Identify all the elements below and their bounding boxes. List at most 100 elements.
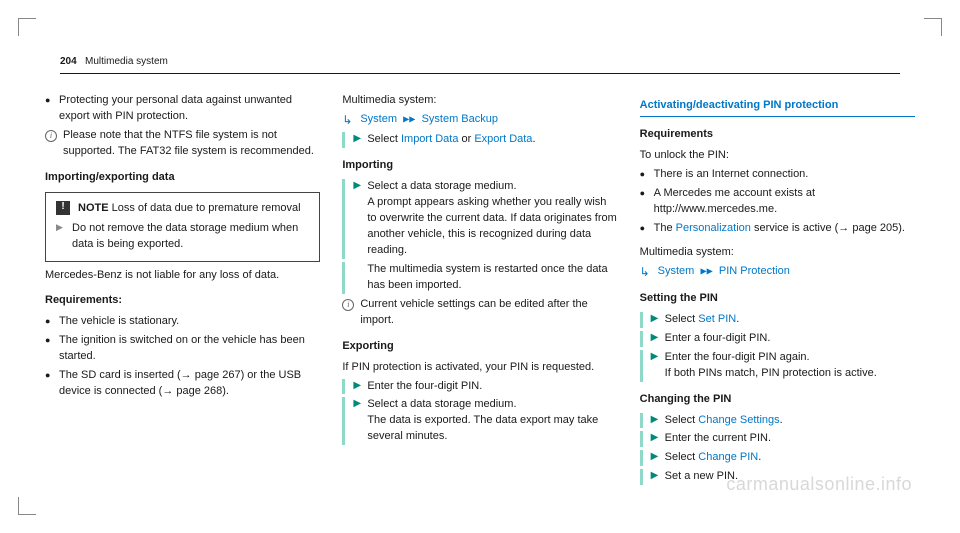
note-action-text: Do not remove the data storage medium wh… (72, 221, 309, 253)
action-item: ▶ Select a data storage medium. A prompt… (342, 179, 617, 259)
action-item: ▶ Select Change PIN. (640, 450, 915, 466)
action-bar (640, 312, 643, 328)
info-item: i Current vehicle settings can be edited… (342, 297, 617, 329)
bullet-item: ● The Personalization service is active … (640, 221, 915, 237)
nav-text: System ▶▶ System Backup (360, 112, 498, 128)
action-bar (342, 262, 345, 294)
crop-mark-tl (18, 18, 36, 36)
info-icon: i (342, 299, 354, 311)
action-item: ▶ Enter the four-digit PIN again. If bot… (640, 350, 915, 382)
bullet-item: ● A Mercedes me account exists at http:/… (640, 186, 915, 218)
note-box: ! NOTE Loss of data due to premature rem… (45, 192, 320, 262)
action-bar (640, 469, 643, 485)
bullet-text: The ignition is switched on or the vehic… (59, 333, 320, 365)
info-icon-wrap: i (342, 297, 360, 313)
info-item: i Please note that the NTFS file system … (45, 128, 320, 160)
action-bar (640, 450, 643, 466)
action-triangle-icon: ▶ (353, 132, 367, 147)
content-columns: ● Protecting your personal data against … (45, 90, 915, 488)
link: Import Data (401, 133, 458, 145)
action-item: ▶ Select a data storage medium. The data… (342, 397, 617, 445)
watermark: carmanualsonline.info (726, 471, 912, 497)
info-icon-wrap: i (45, 128, 63, 144)
link: Change PIN (698, 451, 758, 463)
nav-link: System (658, 265, 695, 277)
note-header: ! NOTE Loss of data due to premature rem… (56, 201, 309, 217)
info-text: Current vehicle settings can be edited a… (360, 297, 617, 329)
bullet-icon: ● (45, 93, 59, 107)
bullet-item: ● The SD card is inserted (→ page 267) o… (45, 368, 320, 400)
action-bar (640, 413, 643, 429)
note-action: ▶ Do not remove the data storage medium … (56, 221, 309, 253)
bullet-icon: ● (45, 368, 59, 382)
crop-mark-bl (18, 497, 36, 515)
action-text: Select Change Settings. (665, 413, 783, 429)
column-1: ● Protecting your personal data against … (45, 90, 320, 488)
bullet-text: The vehicle is stationary. (59, 314, 179, 330)
nav-link: System Backup (422, 113, 498, 125)
action-bar (342, 379, 345, 395)
action-text: Enter the four-digit PIN. (367, 379, 482, 395)
action-triangle-icon: ▶ (651, 450, 665, 465)
action-triangle-icon: ▶ (651, 413, 665, 428)
link: Set PIN (698, 313, 736, 325)
page-header: 204 Multimedia system (60, 55, 900, 74)
paragraph: To unlock the PIN: (640, 148, 915, 164)
action-text: Select a data storage medium. The data i… (367, 397, 617, 445)
triangle-icon: ▶ (56, 221, 66, 234)
section-title: Multimedia system (85, 56, 168, 67)
action-triangle-icon: ▶ (353, 379, 367, 394)
bullet-text: A Mercedes me account exists at http://w… (654, 186, 915, 218)
subheading: Changing the PIN (640, 392, 915, 408)
bullet-icon: ● (640, 221, 654, 235)
chevron-icon: ▶▶ (403, 114, 415, 123)
action-bar (640, 431, 643, 447)
subheading: Requirements: (45, 293, 320, 309)
nav-text: System ▶▶ PIN Protection (658, 264, 790, 280)
action-triangle-icon: ▶ (651, 312, 665, 327)
action-bar (342, 132, 345, 148)
paragraph: Mercedes-Benz is not liable for any loss… (45, 268, 320, 284)
bullet-text: Protecting your personal data against un… (59, 93, 320, 125)
bullet-icon: ● (45, 314, 59, 328)
action-item: ▶ Enter the current PIN. (640, 431, 915, 447)
action-triangle-icon (353, 262, 367, 277)
nav-arrow-icon: ↳ (342, 112, 360, 129)
action-triangle-icon: ▶ (353, 397, 367, 412)
action-text: Select Import Data or Export Data. (367, 132, 535, 148)
nav-link: PIN Protection (719, 265, 790, 277)
page-number: 204 (60, 56, 77, 67)
paragraph: Multimedia system: (640, 245, 915, 261)
bullet-item: ● There is an Internet connection. (640, 167, 915, 183)
action-triangle-icon: ▶ (651, 331, 665, 346)
chevron-icon: ▶▶ (700, 266, 712, 275)
link: Export Data (474, 133, 532, 145)
action-text: Enter a four-digit PIN. (665, 331, 771, 347)
bullet-text: The SD card is inserted (→ page 267) or … (59, 368, 320, 400)
crop-mark-tr (924, 18, 942, 36)
action-item: ▶ Select Set PIN. (640, 312, 915, 328)
action-text: Select Set PIN. (665, 312, 740, 328)
subheading: Importing (342, 158, 617, 174)
action-item: The multimedia system is restarted once … (342, 262, 617, 294)
paragraph: Multimedia system: (342, 93, 617, 109)
nav-path: ↳ System ▶▶ System Backup (342, 112, 617, 129)
subheading: Requirements (640, 127, 915, 143)
action-bar (342, 397, 345, 445)
action-bar (342, 179, 345, 259)
action-item: ▶ Enter the four-digit PIN. (342, 379, 617, 395)
action-triangle-icon: ▶ (353, 179, 367, 194)
subheading: Setting the PIN (640, 291, 915, 307)
action-item: ▶ Select Import Data or Export Data. (342, 132, 617, 148)
bullet-icon: ● (640, 186, 654, 200)
action-triangle-icon: ▶ (651, 350, 665, 365)
note-body: Loss of data due to premature removal (112, 202, 301, 214)
section-heading: Activating/deactivating PIN protection (640, 98, 915, 117)
info-icon: i (45, 130, 57, 142)
action-text: Select a data storage medium. A prompt a… (367, 179, 617, 259)
subheading: Exporting (342, 339, 617, 355)
nav-arrow-icon: ↳ (640, 264, 658, 281)
action-item: ▶ Enter a four-digit PIN. (640, 331, 915, 347)
action-triangle-icon: ▶ (651, 431, 665, 446)
bullet-icon: ● (640, 167, 654, 181)
